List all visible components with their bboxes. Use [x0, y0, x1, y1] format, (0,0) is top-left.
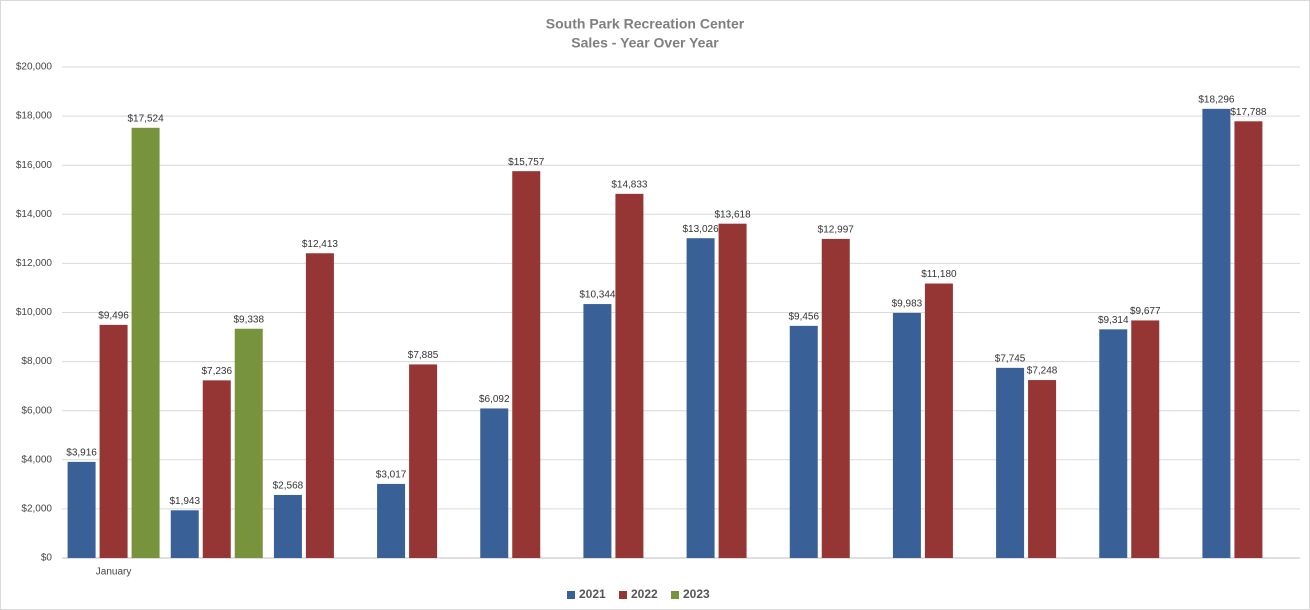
legend-swatch	[671, 591, 679, 599]
bar	[512, 171, 541, 558]
value-label: $14,833	[611, 179, 648, 190]
bar	[821, 238, 850, 558]
value-label: $3,017	[376, 470, 407, 481]
bar	[377, 483, 406, 558]
legend-label: 2022	[631, 587, 658, 601]
legend-label: 2023	[683, 587, 710, 601]
bar	[996, 367, 1025, 558]
bar	[892, 312, 921, 558]
chart-title: South Park Recreation Center	[546, 16, 745, 32]
bar	[67, 461, 96, 558]
value-label: $17,788	[1230, 107, 1267, 118]
value-label: $13,618	[715, 209, 752, 220]
bar	[583, 304, 612, 558]
bar	[273, 494, 302, 558]
bar	[480, 408, 509, 558]
bar	[305, 253, 334, 558]
y-tick-label: $20,000	[16, 62, 53, 73]
bar	[1131, 320, 1160, 558]
bar	[718, 223, 747, 558]
value-label: $12,997	[818, 225, 855, 236]
bar	[131, 127, 160, 558]
y-tick-label: $4,000	[21, 454, 52, 465]
value-label: $12,413	[302, 239, 339, 250]
y-tick-label: $18,000	[16, 111, 53, 122]
value-label: $18,296	[1198, 94, 1235, 105]
y-tick-label: $0	[41, 553, 53, 564]
bar	[1234, 121, 1263, 559]
value-label: $9,314	[1098, 315, 1129, 326]
bar	[615, 193, 644, 558]
value-label: $9,338	[233, 314, 264, 325]
bar	[1099, 329, 1128, 558]
value-label: $7,248	[1027, 366, 1058, 377]
legend-swatch	[619, 591, 627, 599]
value-label: $15,757	[508, 157, 545, 168]
value-label: $11,180	[921, 269, 957, 280]
value-label: $6,092	[479, 394, 510, 405]
value-label: $9,496	[98, 311, 129, 322]
value-label: $7,236	[201, 366, 232, 377]
value-label: $7,885	[408, 350, 439, 361]
value-label: $3,916	[66, 448, 97, 459]
y-tick-label: $10,000	[16, 307, 53, 318]
bar	[234, 328, 263, 558]
value-label: $2,568	[273, 481, 304, 492]
value-label: $9,983	[892, 299, 923, 310]
value-label: $9,677	[1130, 306, 1161, 317]
x-tick-label: January	[96, 567, 132, 578]
bar	[924, 283, 953, 558]
bar	[99, 324, 128, 558]
value-label: $1,943	[169, 496, 200, 507]
bar	[202, 380, 231, 558]
legend-label: 2021	[579, 587, 606, 601]
y-tick-label: $2,000	[21, 504, 52, 515]
y-tick-label: $16,000	[16, 160, 53, 171]
chart-subtitle: Sales - Year Over Year	[571, 35, 719, 51]
bar	[1202, 108, 1231, 559]
value-label: $17,524	[128, 113, 165, 124]
bar	[409, 364, 438, 558]
bar	[170, 510, 199, 558]
bar	[1028, 380, 1057, 558]
y-tick-label: $6,000	[21, 405, 52, 416]
y-tick-label: $14,000	[16, 209, 53, 220]
y-tick-label: $12,000	[16, 258, 53, 269]
value-label: $7,745	[995, 354, 1026, 365]
value-label: $13,026	[683, 224, 720, 235]
legend-swatch	[567, 591, 575, 599]
value-label: $9,456	[788, 311, 819, 322]
bar	[686, 238, 715, 558]
value-label: $10,344	[579, 290, 616, 301]
y-tick-label: $8,000	[21, 356, 52, 367]
bar	[789, 325, 818, 558]
